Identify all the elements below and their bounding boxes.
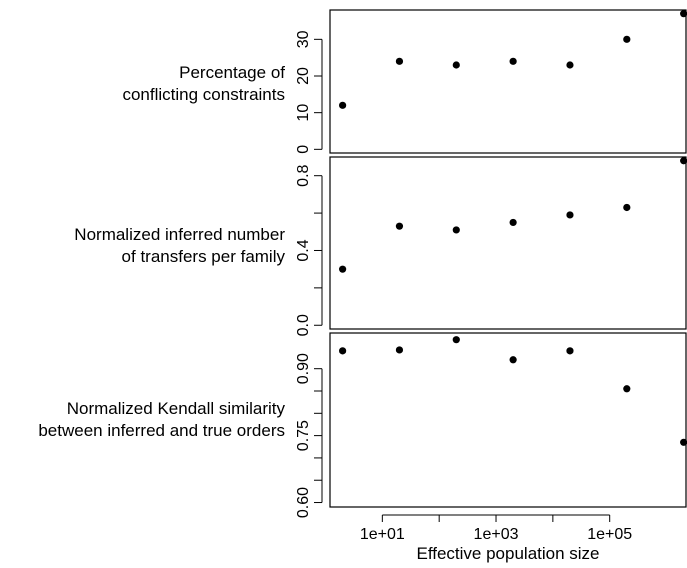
panel-3-y-tick-label: 0.90	[295, 353, 312, 384]
panel-3-data-point	[339, 347, 347, 355]
panel-1-y-tick-label: 30	[295, 30, 312, 48]
panel-2-data-point	[509, 218, 517, 227]
panel-2-data-point	[680, 157, 687, 165]
x-axis-label: Effective population size	[416, 544, 599, 563]
panel-3-title-line-2: between inferred and true orders	[38, 421, 285, 440]
panel-1-data-point	[623, 35, 631, 43]
panel-3-data-point	[623, 385, 631, 393]
panel-1-title: Percentage of conflicting constraints	[122, 62, 285, 106]
x-tick-label: 1e+05	[587, 526, 632, 543]
panel-3-title: Normalized Kendall similarity between in…	[38, 398, 285, 442]
panel-1-data-point	[509, 57, 517, 65]
panel-2-data-point	[395, 222, 404, 230]
panel-3-y-tick-label: 0.60	[295, 487, 312, 518]
panel-2-data-point	[339, 265, 347, 273]
panel-1-data-point	[395, 57, 404, 65]
panel-1-data-point	[452, 61, 460, 69]
panel-2-title-line-1: Normalized inferred number	[74, 225, 285, 244]
panel-2-title: Normalized inferred number of transfers …	[74, 224, 285, 268]
x-tick-label: 1e+01	[360, 526, 405, 543]
panel-3-title-line-1: Normalized Kendall similarity	[66, 399, 285, 418]
panel-3-frame	[329, 332, 687, 508]
panel-1-data-point	[339, 101, 347, 109]
panel-1-y-tick-label: 20	[295, 67, 312, 85]
panel-2-y-tick-label: 0.8	[295, 164, 312, 186]
panel-2-title-line-2: of transfers per family	[121, 247, 285, 266]
panel-1-title-line-2: conflicting constraints	[122, 85, 285, 104]
panel-3-data-point	[566, 347, 574, 355]
panel-3-data-point	[452, 336, 460, 344]
panel-2-frame	[329, 156, 687, 330]
panel-3-data-point	[509, 356, 517, 364]
panel-1-title-line-1: Percentage of	[179, 63, 285, 82]
panel-2-y-tick-label: 0.4	[295, 239, 312, 261]
panel-1-frame	[329, 9, 687, 154]
x-tick-label: 1e+03	[474, 526, 519, 543]
panel-2-y-tick-label: 0.0	[295, 314, 312, 336]
panel-2-data-point	[566, 211, 574, 219]
panel-1-data-point	[566, 61, 574, 69]
panel-3-data-point	[395, 346, 404, 354]
panel-1-data-point	[680, 10, 687, 18]
panel-2-data-point	[623, 203, 631, 212]
panel-2-data-point	[452, 226, 460, 234]
panel-3-y-tick-label: 0.75	[295, 420, 312, 451]
panel-1-y-tick-label: 10	[295, 104, 312, 122]
panel-3-data-point	[680, 438, 687, 446]
panel-1-y-tick-label: 0	[295, 145, 312, 154]
